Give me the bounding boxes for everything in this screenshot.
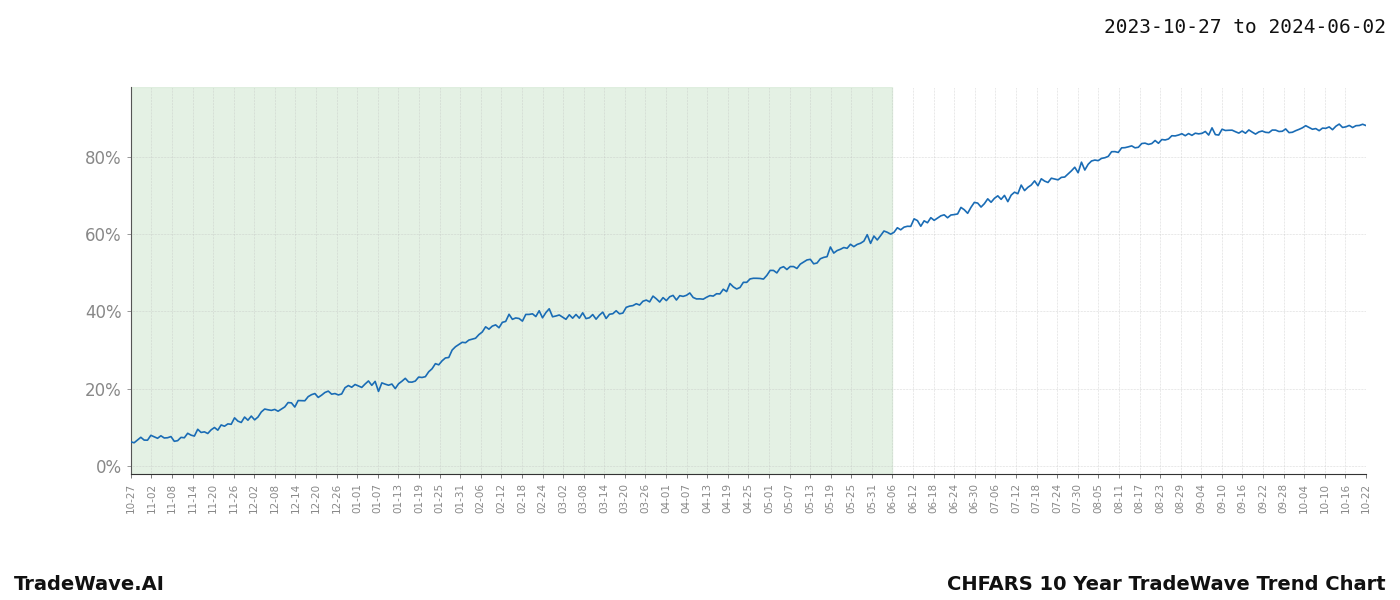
Bar xyxy=(130,87,892,474)
Text: 2023-10-27 to 2024-06-02: 2023-10-27 to 2024-06-02 xyxy=(1105,18,1386,37)
Text: TradeWave.AI: TradeWave.AI xyxy=(14,575,165,594)
Text: CHFARS 10 Year TradeWave Trend Chart: CHFARS 10 Year TradeWave Trend Chart xyxy=(948,575,1386,594)
